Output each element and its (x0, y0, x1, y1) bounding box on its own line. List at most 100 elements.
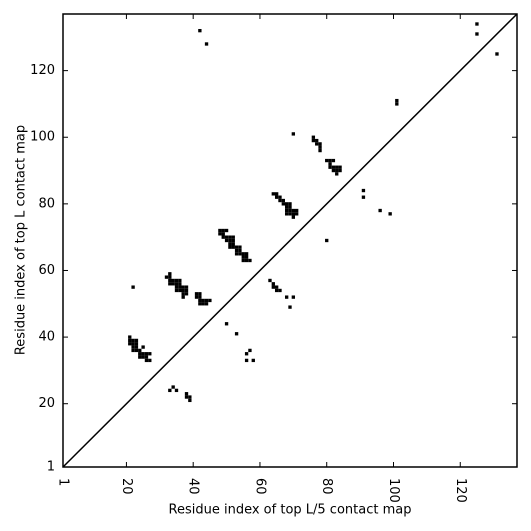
contact-point (141, 355, 145, 359)
contact-point (131, 345, 135, 349)
contact-point (224, 322, 229, 326)
contact-point (138, 355, 142, 359)
contact-point (198, 28, 202, 33)
contact-point (271, 285, 275, 289)
y-axis-label: Residue index of top L contact map (14, 125, 29, 355)
contact-point (388, 212, 392, 216)
contact-point (184, 395, 189, 399)
contact-point (178, 282, 182, 286)
contact-point (198, 302, 202, 306)
contact-point (244, 358, 249, 363)
y-tick-label: 120 (30, 63, 55, 78)
x-tick-label: 120 (453, 478, 468, 503)
y-tick-label: 60 (38, 263, 55, 278)
plot-frame (62, 13, 518, 468)
contact-point (291, 132, 296, 136)
contact-point (128, 338, 132, 343)
contact-point (224, 228, 229, 233)
contact-point (395, 98, 399, 103)
contact-point (335, 168, 339, 173)
y-tick-label: 80 (38, 196, 55, 211)
contact-point (184, 285, 189, 289)
contact-point (288, 305, 292, 309)
contact-point (178, 288, 182, 293)
contact-point (274, 195, 279, 199)
contact-point (248, 348, 252, 353)
contact-point (475, 32, 479, 36)
contact-point (288, 202, 292, 206)
contact-point (278, 288, 282, 293)
contact-point (201, 302, 205, 306)
contact-point (238, 252, 242, 256)
contact-point (291, 215, 296, 219)
contact-point (331, 158, 336, 163)
contact-point (311, 135, 316, 139)
contact-point (188, 395, 192, 399)
contact-point (174, 388, 179, 393)
contact-point (288, 208, 292, 213)
contact-point (181, 295, 185, 299)
contact-point (278, 195, 282, 199)
contact-point (234, 332, 239, 336)
contact-point (128, 342, 132, 346)
contact-point (221, 228, 225, 233)
contact-point (134, 348, 139, 353)
contact-point (248, 258, 252, 263)
contact-point (378, 208, 382, 213)
contact-point (198, 295, 202, 299)
contact-point (315, 138, 319, 143)
contact-point (268, 278, 272, 283)
contact-point (134, 345, 139, 349)
contact-point (274, 288, 279, 293)
contact-point (201, 298, 205, 303)
contact-point (291, 295, 296, 299)
x-tick-label: 1 (56, 478, 71, 486)
contact-point (218, 228, 222, 233)
contact-point (174, 285, 179, 289)
contact-point (291, 208, 296, 213)
contact-point (251, 358, 255, 363)
contact-point (475, 22, 479, 26)
contact-point (198, 292, 202, 296)
contact-point (128, 335, 132, 339)
contact-point (134, 338, 139, 343)
contact-point (144, 358, 149, 363)
contact-point (181, 288, 185, 293)
contact-point (331, 165, 336, 169)
contact-point (325, 158, 329, 163)
contact-point (184, 292, 189, 296)
contact-point (138, 352, 142, 356)
contact-point (335, 172, 339, 176)
contact-point (311, 138, 316, 143)
contact-point (328, 158, 332, 163)
contact-point (204, 302, 209, 306)
contact-point (194, 292, 199, 296)
contact-point (171, 282, 175, 286)
contact-point (238, 245, 242, 249)
contact-point (168, 388, 172, 393)
contact-point (318, 142, 322, 146)
contact-point (144, 355, 149, 359)
contact-point (318, 148, 322, 153)
contact-point (291, 212, 296, 216)
contact-point (284, 208, 289, 213)
contact-point (331, 168, 336, 173)
contact-point (178, 278, 182, 283)
contact-point (318, 145, 322, 149)
contact-point (361, 188, 366, 193)
x-tick-label: 20 (119, 478, 134, 495)
contact-point (194, 295, 199, 299)
contact-point (171, 278, 175, 283)
contact-point (241, 258, 245, 263)
contact-point (164, 275, 169, 279)
contact-point (274, 285, 279, 289)
contact-point (495, 52, 499, 56)
contact-point (168, 272, 172, 276)
contact-point (131, 338, 135, 343)
y-tick-label: 20 (38, 396, 55, 411)
x-tick-label: 80 (319, 478, 334, 495)
contact-point (221, 232, 225, 236)
contact-point (141, 352, 145, 356)
x-tick-label: 60 (252, 478, 267, 495)
